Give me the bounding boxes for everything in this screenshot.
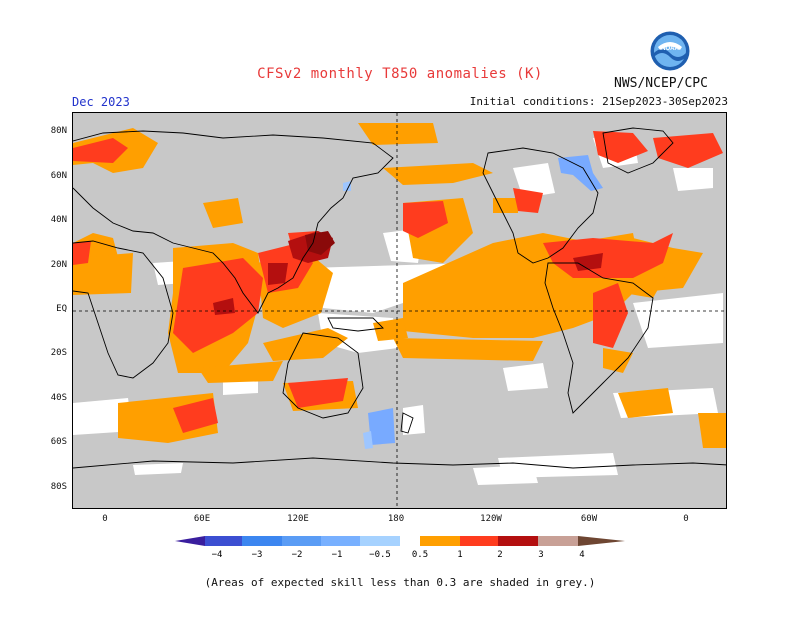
- colorbar-tick-1: 1: [457, 550, 462, 559]
- colorbar-bin-cool4: [205, 536, 242, 546]
- coastlines: [73, 127, 726, 469]
- noaa-logo: NOAA: [650, 31, 690, 71]
- lat-label-40n: 40N: [50, 215, 67, 225]
- lon-label-180: 180: [387, 514, 405, 524]
- initial-conditions: Initial conditions: 21Sep2023-30Sep2023: [469, 95, 728, 108]
- colorbar-bin-cool2: [282, 536, 321, 546]
- lon-label-0: 0: [102, 514, 108, 524]
- noaa-logo-text: NOAA: [661, 46, 679, 52]
- colorbar-tick-3: 3: [538, 550, 543, 559]
- lat-label-40s: 40S: [50, 393, 67, 403]
- lon-label-60e: 60E: [193, 514, 211, 524]
- colorbar-bin-cool3: [242, 536, 282, 546]
- anomaly-cool-light: [343, 181, 373, 449]
- lat-label-80s: 80S: [50, 482, 67, 492]
- colorbar-arrow-right: [578, 536, 625, 546]
- lat-label-80n: 80N: [50, 126, 67, 136]
- colorbar-tick-2: 2: [497, 550, 502, 559]
- colorbar-bin-warm0-5: [420, 536, 460, 546]
- colorbar-bin-warm3: [538, 536, 578, 546]
- colorbar-tick-0-5: 0.5: [412, 550, 428, 559]
- colorbar-bin-warm2: [498, 536, 538, 546]
- lon-label-120w: 120W: [480, 514, 502, 524]
- colorbar-bin-cool0-5: [360, 536, 400, 546]
- lon-label-60w: 60W: [580, 514, 598, 524]
- lat-label-20n: 20N: [50, 260, 67, 270]
- anomaly-map-canvas: [73, 113, 726, 508]
- colorbar-tick-4: 4: [579, 550, 584, 559]
- colorbar-arrow-left: [175, 536, 205, 546]
- agency-label: NWS/NCEP/CPC: [614, 76, 708, 91]
- colorbar-bin-neutral: [400, 536, 420, 546]
- colorbar-tick-neg4: −4: [212, 550, 223, 559]
- lat-label-eq: EQ: [56, 304, 67, 314]
- skill-footnote: (Areas of expected skill less than 0.3 a…: [204, 576, 596, 589]
- anomaly-3-4: [305, 231, 335, 255]
- colorbar-bin-cool1: [321, 536, 360, 546]
- colorbar-tick-neg2: −2: [292, 550, 303, 559]
- lon-label-0-east: 0: [683, 514, 689, 524]
- map-title: CFSv2 monthly T850 anomalies (K): [257, 66, 543, 82]
- lat-label-60n: 60N: [50, 171, 67, 181]
- lat-label-60s: 60S: [50, 437, 67, 447]
- lon-label-120e: 120E: [287, 514, 309, 524]
- colorbar-tick-neg0-5: −0.5: [369, 550, 391, 559]
- colorbar: −4 −3 −2 −1 −0.5 0.5 1 2 3 4: [175, 536, 625, 559]
- colorbar-tick-neg1: −1: [332, 550, 343, 559]
- anomaly-map: [72, 112, 727, 509]
- colorbar-bin-warm1: [460, 536, 498, 546]
- forecast-month: Dec 2023: [72, 95, 130, 109]
- colorbar-tick-neg3: −3: [252, 550, 263, 559]
- lat-label-20s: 20S: [50, 348, 67, 358]
